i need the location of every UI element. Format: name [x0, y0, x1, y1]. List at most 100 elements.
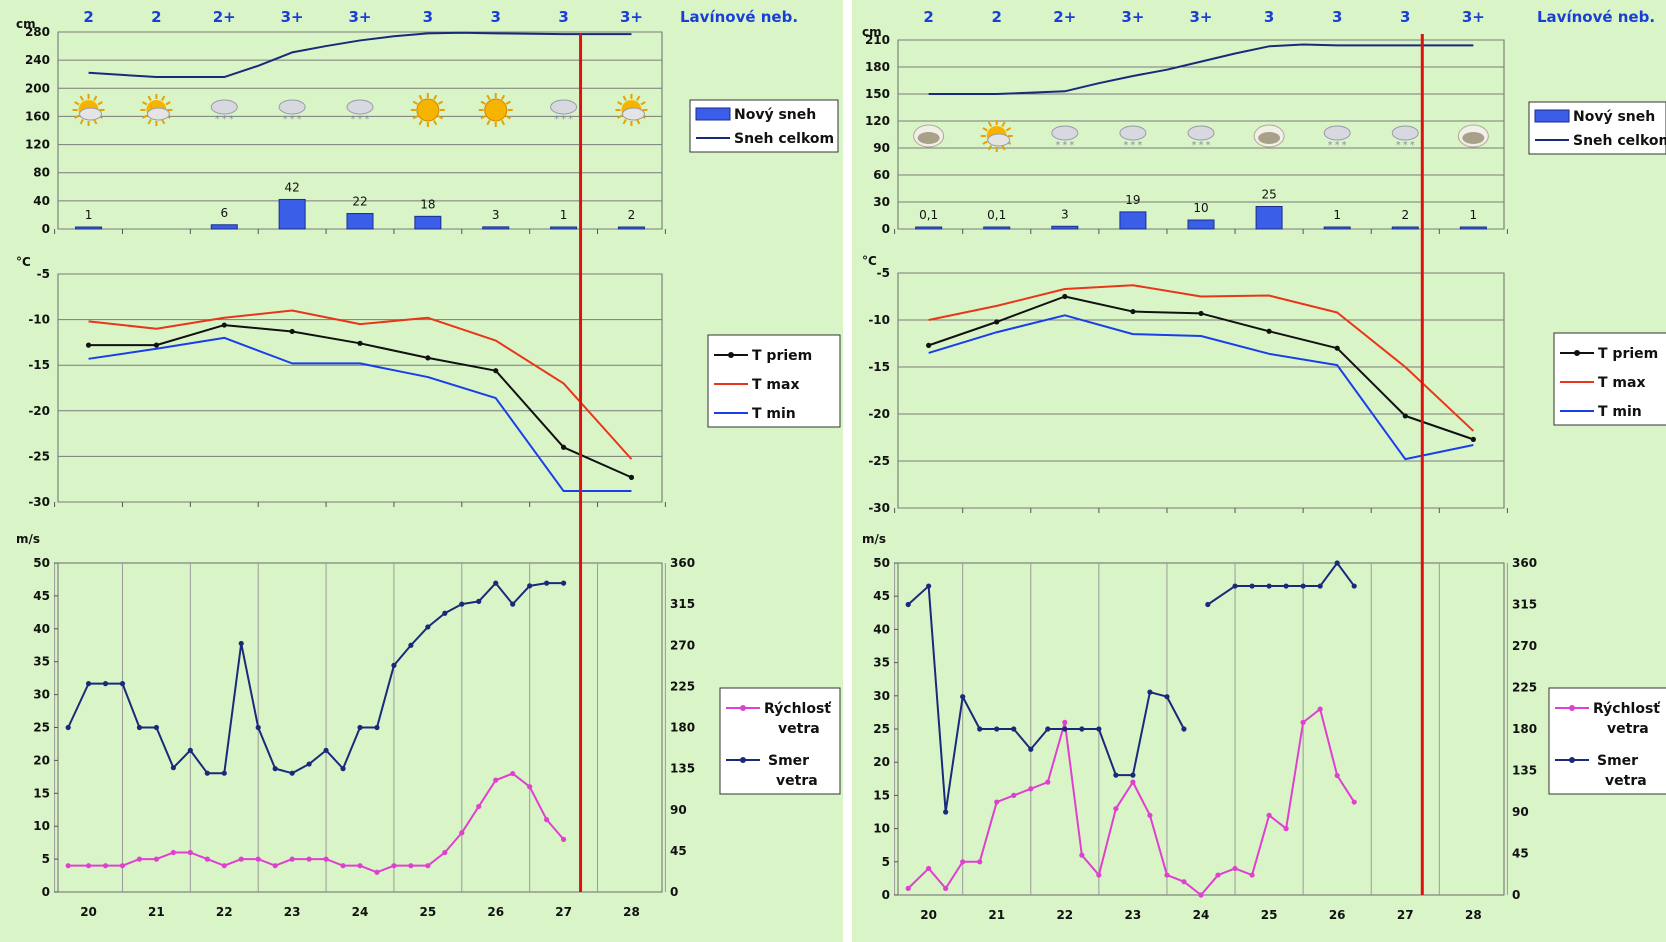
- wind-y-tick: 35: [33, 655, 50, 669]
- wind-speed-line-point: [977, 859, 983, 865]
- avalanche-title: Lavínové neb.: [1537, 8, 1655, 26]
- new-snow-bar: [414, 215, 442, 230]
- x-day-label: 22: [216, 905, 233, 919]
- weather-cloud-icon-inner: [917, 132, 940, 144]
- wind-speed-line-point: [1249, 872, 1255, 878]
- weather-snow-icon-flake: *: [1062, 140, 1067, 151]
- weather-sun-cloud-icon-ray: [640, 101, 646, 106]
- x-day-label: 20: [920, 908, 937, 922]
- wind-direction-line-point: [289, 770, 295, 776]
- temp-legend-label: T min: [1598, 404, 1642, 420]
- left-forecast-panel: 2 2 2+ 3+ 3+ 3 3 3 3+ Lavínové neb. 280 240 200 160 12…: [0, 0, 843, 942]
- wind-direction-line-point: [1130, 772, 1136, 778]
- wind-dir-tick: 180: [670, 721, 695, 735]
- new-snow-label: 3: [492, 208, 500, 222]
- t-avg-line-point: [628, 474, 635, 480]
- wind-dir-legend-label: Smer: [1597, 753, 1638, 769]
- weather-sun-cloud-icon-ray: [987, 145, 993, 151]
- t-avg-line-point: [289, 328, 295, 335]
- temp-legend-box: [1553, 332, 1666, 426]
- wind-y-tick: 30: [873, 689, 890, 703]
- wind-speed-line-point: [1164, 872, 1170, 878]
- wind-y-tick: 15: [33, 786, 50, 800]
- wind-speed-line-point: [170, 849, 176, 856]
- wind-direction-line-point: [493, 580, 499, 586]
- new-snow-label: 1: [1333, 208, 1341, 222]
- snow-y-tick: 40: [33, 194, 50, 208]
- snow-y-tick: 160: [25, 109, 50, 123]
- wind-dir-tick: 45: [1512, 847, 1529, 861]
- temp-unit: °C: [862, 254, 877, 268]
- wind-speed-line-point: [926, 865, 932, 872]
- wind-speed-line-point: [221, 863, 227, 869]
- weather-cloud-icon-inner: [1462, 132, 1485, 144]
- weather-snow-icon-flake: *: [1396, 140, 1401, 151]
- temp-legend-marker: [1574, 350, 1580, 356]
- wind-direction-line-point: [1232, 583, 1238, 589]
- weather-snow-icon-flake: *: [1137, 140, 1142, 151]
- avalanche-level: 3+: [1189, 8, 1212, 26]
- new-snow-bar: [1119, 211, 1147, 230]
- weather-sun-icon-ray: [418, 94, 423, 101]
- wind-direction-line-point: [323, 747, 329, 753]
- weather-sun-cloud-icon-ray: [636, 119, 641, 125]
- wind-dir-tick: 225: [1512, 681, 1537, 695]
- t-avg-line-point: [1266, 328, 1272, 334]
- wind-speed-legend-label: vetra: [778, 721, 820, 737]
- temp-plot-area: [57, 273, 663, 503]
- snow-y-tick: 30: [873, 195, 890, 209]
- wind-speed-line-point: [238, 856, 244, 862]
- new-snow-bar: [1255, 206, 1283, 230]
- x-day-label: 27: [1397, 908, 1414, 922]
- wind-speed-line-point: [1317, 706, 1323, 712]
- wind-y-tick: 0: [42, 885, 50, 899]
- wind-direction-line-point: [560, 580, 567, 586]
- wind-dir-tick: 360: [670, 556, 695, 570]
- t-avg-line-point: [493, 368, 499, 374]
- avalanche-level: 3+: [281, 8, 304, 26]
- weather-sun-icon: [484, 98, 508, 122]
- wind-y-tick: 10: [33, 819, 50, 833]
- weather-snow-icon: [1119, 125, 1147, 141]
- new-snow-label: 6: [220, 206, 228, 220]
- weather-cloud-icon-inner: [1258, 132, 1281, 144]
- wind-y-tick: 5: [882, 855, 890, 869]
- wind-dir-tick: 270: [1512, 639, 1537, 653]
- temp-legend-label: T min: [752, 406, 796, 422]
- snow-y-tick: 60: [873, 168, 890, 182]
- wind-speed-line-point: [1334, 772, 1340, 779]
- wind-y-tick: 25: [33, 721, 50, 735]
- wind-direction-line-point: [340, 766, 346, 772]
- wind-direction-line-point: [977, 726, 983, 732]
- temp-y-tick: -25: [28, 449, 50, 463]
- wind-direction-line-point: [136, 724, 143, 731]
- new-snow-label: 2: [628, 208, 636, 222]
- wind-speed-line-point: [1011, 792, 1017, 799]
- t-avg-line-point: [85, 342, 92, 348]
- wind-direction-line-point: [119, 681, 126, 687]
- avalanche-level: 2+: [213, 8, 236, 26]
- wind-speed-line-point: [510, 770, 516, 777]
- t-avg-line-point: [926, 342, 932, 348]
- new-snow-bar: [983, 226, 1011, 230]
- weather-sun-icon-ray: [505, 115, 511, 120]
- wind-speed-legend-label: Rýchlosť: [764, 701, 832, 717]
- wind-speed-line-point: [1300, 719, 1306, 725]
- wind-speed-line-point: [1283, 826, 1289, 832]
- wind-direction-line-point: [1045, 726, 1051, 732]
- wind-y-tick: 20: [33, 753, 50, 767]
- wind-speed-line-point: [1198, 892, 1204, 898]
- weather-sun-cloud-icon-ray: [622, 95, 627, 101]
- weather-sun-cloud-icon-ray: [79, 95, 84, 101]
- t-avg-line-point: [153, 342, 160, 348]
- weather-sun-cloud-icon-ray: [622, 119, 627, 125]
- total-snow-legend-label: Sneh celkom: [1573, 133, 1666, 149]
- wind-direction-line-point: [1096, 726, 1102, 732]
- wind-y-tick: 30: [33, 688, 50, 702]
- new-snow-legend-label: Nový sneh: [1573, 109, 1655, 125]
- weather-sun-cloud-icon-ray: [142, 101, 148, 106]
- wind-direction-line-point: [153, 724, 160, 731]
- wind-speed-line-point: [425, 863, 431, 869]
- weather-sun-cloud-icon-ray: [74, 114, 80, 119]
- snow-y-tick: 240: [25, 53, 50, 67]
